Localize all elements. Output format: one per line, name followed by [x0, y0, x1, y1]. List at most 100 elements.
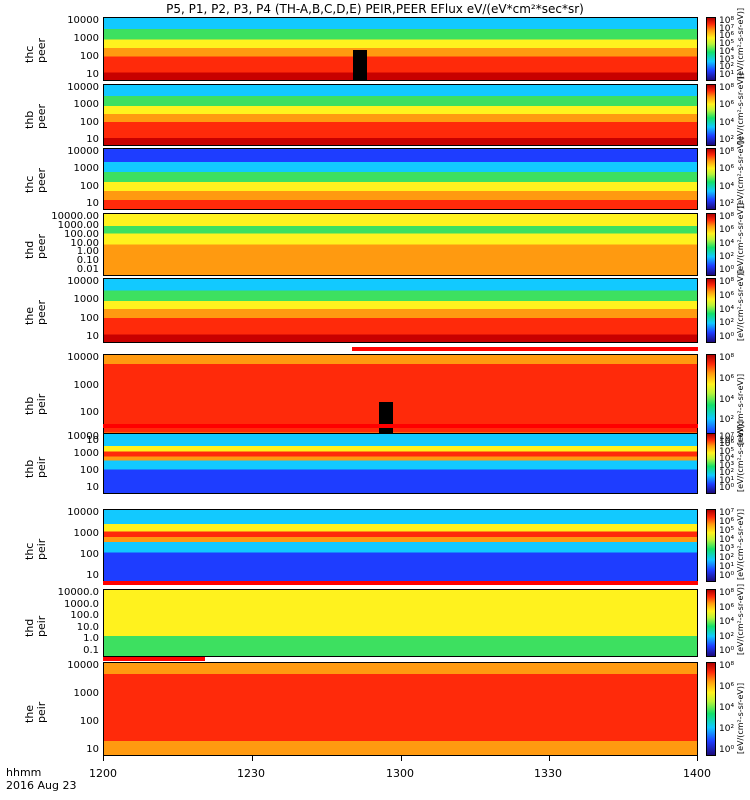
y-tick-label: 10000.0	[57, 587, 99, 598]
y-tick-label: 10	[86, 331, 99, 342]
colorbar-tick-label: 10⁶	[719, 517, 735, 527]
colorbar-tick-label: 10⁸	[719, 277, 735, 287]
x-tick-mark	[549, 756, 551, 761]
colorbar-tick-label: 10²	[719, 135, 735, 145]
y-tick-label: 1000	[73, 163, 99, 175]
colorbar-tick-label: 10⁶	[719, 290, 735, 301]
colorbar-tick-label: 10⁶	[719, 373, 735, 384]
spectrogram-panel	[103, 354, 698, 447]
y-tick-label: 10.00	[70, 237, 99, 249]
colorbar-tick-label: 10¹	[719, 475, 735, 486]
x-tick-mark	[251, 756, 253, 761]
x-tick-mark	[103, 756, 104, 761]
colorbar-tick-label: 10³	[719, 461, 735, 472]
y-axis-label: peer	[35, 37, 48, 63]
chart-title: P5, P1, P2, P3, P4 (TH-A,B,C,D,E) PEIR,P…	[166, 2, 584, 16]
y-tick-label: 100	[79, 180, 99, 192]
y-tick-label: 100	[79, 407, 99, 419]
flag-strip	[352, 347, 698, 351]
y-tick-label: 10000	[67, 431, 99, 442]
colorbar	[706, 662, 716, 756]
colorbar-tick-label: 10³	[719, 54, 735, 65]
spectrogram-panel	[103, 84, 698, 146]
colorbar-tick-label: 10⁴	[719, 394, 735, 405]
x-tick-mark	[400, 756, 402, 761]
y-tick-label: 100	[79, 51, 99, 62]
y-tick-label: 10	[86, 435, 99, 446]
colorbar-tick-label: 10²	[719, 251, 735, 262]
colorbar-tick-label: 10⁶	[719, 225, 735, 236]
colorbar-tick-label: 10⁶	[719, 682, 735, 692]
colorbar-tick-label: 10⁸	[719, 661, 735, 671]
x-tick-mark	[697, 756, 698, 761]
x-tick-1400: 1400	[683, 767, 711, 780]
y-tick-label: 1000	[73, 33, 99, 44]
colorbar-tick-label: 10⁸	[719, 147, 735, 157]
colorbar-tick-label: 10²	[719, 553, 735, 563]
spectrogram-panel	[103, 509, 698, 582]
y-tick-label: 100.0	[70, 610, 99, 622]
colorbar-tick-label: 10⁷	[719, 508, 735, 518]
colorbar-tick-label: 10⁸	[719, 353, 735, 363]
y-tick-label: 10	[86, 570, 99, 581]
y-axis-label: peir	[35, 615, 48, 637]
y-tick-label: 100	[79, 465, 99, 476]
colorbar-tick-label: 10⁴	[719, 238, 735, 249]
colorbar-tick-label: 10⁷	[719, 432, 735, 442]
y-axis-label: peir	[35, 538, 48, 560]
colorbar-tick-label: 10¹	[719, 562, 735, 572]
colorbar-tick-label: 10⁸	[719, 588, 735, 598]
y-tick-label: 1000	[73, 528, 99, 539]
y-tick-label: 10000	[67, 276, 99, 287]
colorbar-unit-label: [eV/(cm²-s-sr-eV)]	[736, 136, 745, 208]
y-tick-label: 10	[86, 198, 99, 209]
y-axis-label: peer	[35, 233, 48, 259]
spectrogram-panel	[103, 17, 698, 81]
x-tick-1330: 1330	[534, 767, 562, 780]
y-tick-label: 10000.00	[51, 211, 99, 222]
y-tick-label: 100	[79, 549, 99, 560]
colorbar-tick-label: 10²	[719, 468, 735, 479]
y-tick-label: 100	[79, 312, 99, 324]
y-tick-label: 10	[86, 482, 99, 493]
colorbar-tick-label: 10⁶	[719, 31, 735, 42]
colorbar	[706, 509, 716, 582]
spectrogram-panel	[103, 589, 698, 657]
colorbar-tick-label: 10²	[719, 415, 735, 426]
y-axis-label: peer	[35, 167, 48, 193]
colorbar-tick-label: 10⁴	[719, 617, 735, 627]
colorbar-unit-label: [eV/(cm²-s-sr-eV)]	[736, 682, 745, 754]
y-axis-label: peir	[35, 456, 48, 478]
colorbar-unit-label: [eV/(cm²-s-sr-eV)]	[736, 7, 745, 79]
y-axis-label: peir	[35, 701, 48, 723]
colorbar-tick-label: 10⁶	[719, 602, 735, 613]
colorbar-unit-label: [eV/(cm²-s-sr-eV)]	[736, 420, 745, 492]
flag-strip	[103, 657, 205, 661]
colorbar-tick-label: 10²	[719, 724, 735, 734]
colorbar-tick-label: 10⁶	[719, 164, 735, 175]
colorbar-tick-label: 10⁸	[719, 83, 735, 93]
x-tick-1300: 1300	[386, 767, 414, 780]
colorbar-tick-label: 10⁰	[719, 436, 735, 446]
y-tick-label: 10000	[67, 82, 99, 93]
y-tick-label: 100.00	[64, 228, 99, 240]
y-tick-label: 10	[86, 134, 99, 145]
x-tick-1230: 1230	[237, 767, 265, 780]
colorbar	[706, 17, 716, 81]
y-tick-label: 10000	[67, 507, 99, 518]
spectrogram-panel	[103, 213, 698, 276]
spectrogram-panel	[103, 662, 698, 756]
colorbar-unit-label: [eV/(cm²-s-sr-eV)]	[736, 508, 745, 580]
colorbar-unit-label: [eV/(cm²-s-sr-eV)]	[736, 583, 745, 655]
x-label-line-2: 2016 Aug 23	[6, 779, 77, 792]
colorbar	[706, 84, 716, 146]
colorbar-tick-label: 10²	[719, 318, 735, 329]
y-tick-label: 10000	[67, 352, 99, 363]
colorbar-tick-label: 10⁰	[719, 571, 735, 581]
y-tick-label: 1000	[73, 99, 99, 111]
colorbar-tick-label: 10²	[719, 62, 735, 73]
y-tick-label: 100	[79, 716, 99, 727]
y-tick-label: 10000	[67, 15, 99, 26]
colorbar-tick-label: 10⁴	[719, 535, 735, 545]
y-tick-label: 1.00	[76, 246, 99, 258]
